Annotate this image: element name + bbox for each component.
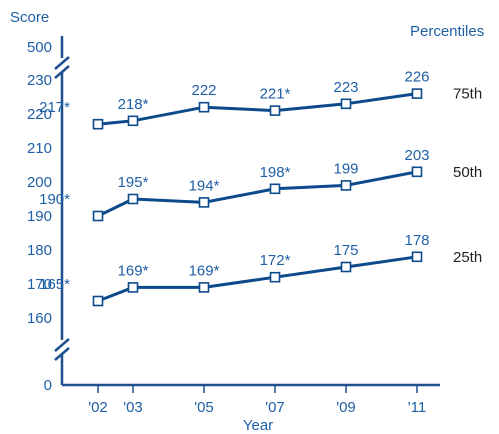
series-name-label: 50th xyxy=(453,164,482,181)
x-tick-label: '02 xyxy=(88,399,108,416)
data-label: 165* xyxy=(39,276,70,293)
y-tick-label: 210 xyxy=(27,140,52,157)
y-axis-title: Score xyxy=(10,9,49,26)
x-tick-label: '07 xyxy=(265,399,285,416)
data-label: 222 xyxy=(191,82,216,99)
data-point xyxy=(127,193,139,205)
data-point xyxy=(269,105,281,116)
y-tick-label: 0 xyxy=(44,377,52,394)
x-axis-title: Year xyxy=(243,417,273,434)
data-label: 195* xyxy=(118,174,149,191)
data-label: 218* xyxy=(118,96,149,113)
data-label: 190* xyxy=(39,191,70,208)
data-point xyxy=(411,251,423,263)
axes: 160 170 180 190 200 210 220 230 500 0 '02 '03 '05 '07… xyxy=(27,36,440,416)
x-tick-label: '11 xyxy=(408,399,426,416)
data-label: 199 xyxy=(333,160,358,177)
data-point xyxy=(340,180,352,191)
x-tick-label: '03 xyxy=(123,399,143,416)
data-point xyxy=(411,88,423,99)
data-label: 172* xyxy=(260,252,291,269)
axis-break-mark xyxy=(54,56,70,70)
data-point xyxy=(411,166,423,178)
data-label: 221* xyxy=(260,86,291,103)
y-tick-label: 190 xyxy=(27,208,52,225)
data-point xyxy=(340,98,352,110)
y-tick-label: 200 xyxy=(27,174,52,191)
series-layer: 217* 218* 222 221* 223 226 75th 190* 195* 194* 198… xyxy=(39,69,482,307)
data-point xyxy=(269,183,281,195)
data-point xyxy=(198,282,210,293)
axis-break-mark xyxy=(54,65,70,79)
data-label: 169* xyxy=(189,262,220,279)
data-point xyxy=(92,210,104,222)
data-point xyxy=(198,197,210,208)
data-label: 178 xyxy=(404,232,429,249)
y-tick-label: 230 xyxy=(27,72,52,89)
data-point xyxy=(340,261,352,273)
series-line xyxy=(97,170,418,218)
series-name-label: 75th xyxy=(453,86,482,103)
series-line xyxy=(97,255,418,303)
data-point xyxy=(127,115,139,127)
axis-break-mark xyxy=(54,338,70,352)
data-point xyxy=(92,295,104,307)
y-tick-label: 500 xyxy=(27,39,52,56)
data-point xyxy=(127,282,139,293)
data-label: 226 xyxy=(404,69,429,86)
data-label: 198* xyxy=(260,164,291,181)
data-point xyxy=(269,271,281,283)
data-point xyxy=(198,101,210,113)
y-tick-label: 160 xyxy=(27,310,52,327)
data-label: 169* xyxy=(118,262,149,279)
series-name-label: 25th xyxy=(453,249,482,266)
data-label: 194* xyxy=(189,177,220,194)
data-label: 223 xyxy=(333,79,358,96)
data-label: 203 xyxy=(404,147,429,164)
data-label: 217* xyxy=(39,99,70,116)
axis-break-mark xyxy=(54,347,70,361)
y-tick-label: 180 xyxy=(27,242,52,259)
x-tick-label: '09 xyxy=(336,399,356,416)
y-tick-label: 220 xyxy=(27,106,52,123)
x-tick-label: '05 xyxy=(194,399,214,416)
legend-title: Percentiles xyxy=(410,23,484,40)
data-label: 175 xyxy=(333,242,358,259)
series-line xyxy=(97,92,418,126)
y-tick-label: 170 xyxy=(27,276,52,293)
data-point xyxy=(92,118,104,130)
